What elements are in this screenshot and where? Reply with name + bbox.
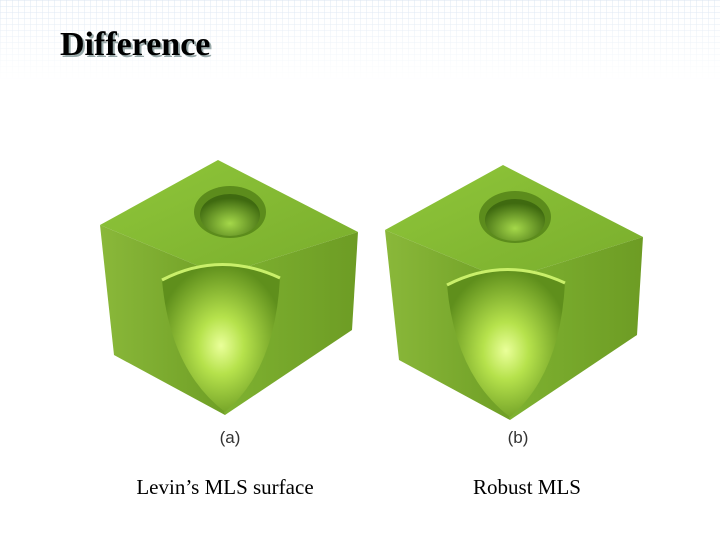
figure-caption: Robust MLS (473, 475, 581, 499)
title: Difference (60, 26, 210, 63)
figure-caption: Levin’s MLS surface (136, 475, 313, 499)
figure-label: (b) (508, 428, 529, 447)
cube-image (98, 158, 360, 417)
cube-image (383, 163, 645, 422)
title-shadow: Difference (62, 28, 212, 65)
figure-label: (a) (220, 428, 241, 447)
